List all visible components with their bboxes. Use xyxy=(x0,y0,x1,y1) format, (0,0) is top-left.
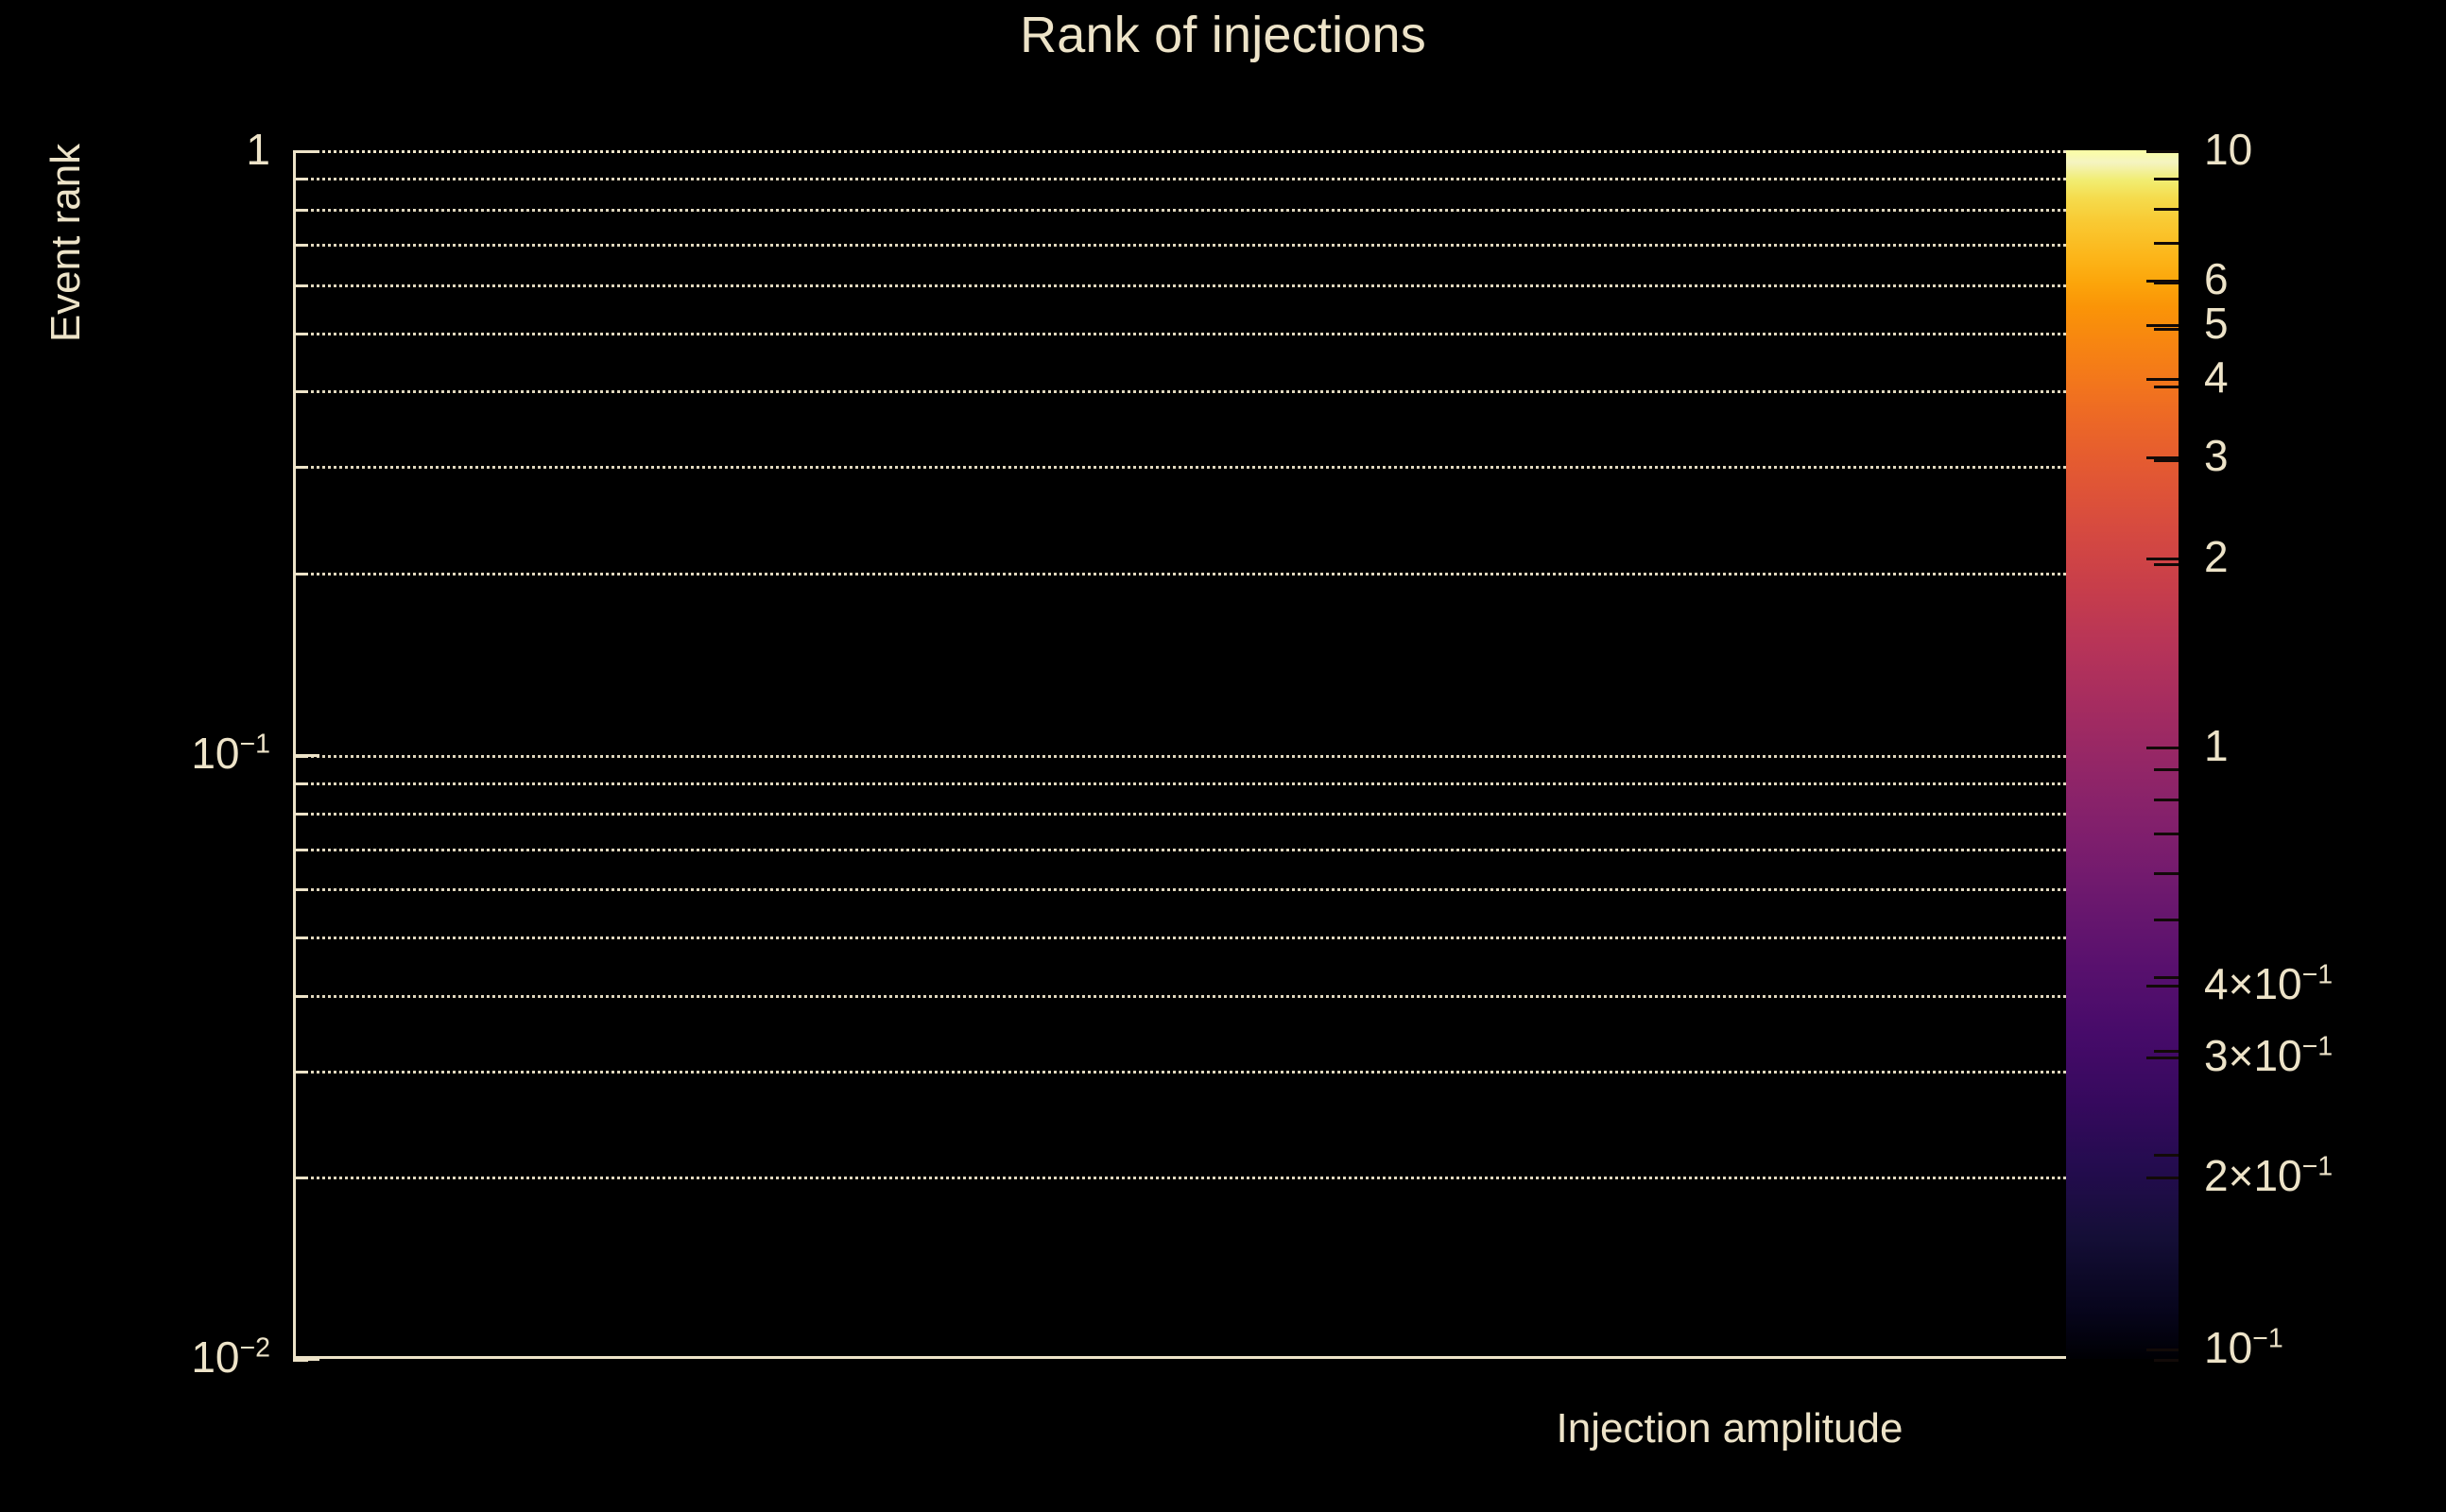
colorbar-minor-tick xyxy=(2154,385,2179,388)
gridline xyxy=(293,994,2066,998)
colorbar-tick-label: 4×10−1 xyxy=(2204,959,2334,1008)
colorbar-tick-label: 4 xyxy=(2204,352,2229,402)
colorbar-tick xyxy=(2146,1349,2179,1351)
y-axis-minor-tick xyxy=(293,1070,308,1074)
colorbar-minor-tick xyxy=(2154,1359,2179,1362)
colorbar-minor-tick xyxy=(2154,207,2179,211)
y-axis-minor-tick xyxy=(293,782,308,785)
gridline xyxy=(293,208,2066,212)
colorbar-minor-tick xyxy=(2154,177,2179,180)
y-axis-minor-tick xyxy=(293,178,308,181)
colorbar-tick xyxy=(2146,150,2179,153)
colorbar-gradient xyxy=(2066,150,2179,1359)
y-axis-minor-tick xyxy=(293,888,308,892)
colorbar-minor-tick xyxy=(2154,975,2179,979)
colorbar-tick-label: 2 xyxy=(2204,532,2229,581)
y-axis-minor-tick xyxy=(293,332,308,335)
y-axis-title: Event rank xyxy=(43,143,89,343)
y-axis-minor-tick xyxy=(293,208,308,212)
colorbar-minor-tick xyxy=(2154,1154,2179,1158)
y-axis-tick-label: 10−1 xyxy=(191,729,270,778)
gridline xyxy=(293,754,2066,758)
gridline xyxy=(293,466,2066,470)
gridline xyxy=(293,572,2066,576)
y-axis-minor-tick xyxy=(293,244,308,248)
colorbar-tick xyxy=(2146,1057,2179,1059)
gridline xyxy=(293,848,2066,851)
y-axis-minor-tick xyxy=(293,1177,308,1180)
gridline xyxy=(293,332,2066,335)
colorbar-minor-tick xyxy=(2154,458,2179,462)
y-axis-minor-tick xyxy=(293,466,308,470)
colorbar-minor-tick xyxy=(2154,562,2179,566)
y-axis-minor-tick xyxy=(293,572,308,576)
y-axis-minor-tick xyxy=(293,284,308,287)
y-axis-tick-label: 10−2 xyxy=(191,1332,270,1382)
y-axis-minor-tick xyxy=(293,994,308,998)
gridline xyxy=(293,284,2066,287)
gridline xyxy=(293,1070,2066,1074)
y-axis-major-tick xyxy=(293,1358,319,1361)
gridline xyxy=(293,813,2066,816)
colorbar-minor-tick xyxy=(2154,798,2179,801)
frame-top-edge xyxy=(293,150,2066,153)
colorbar-minor-tick xyxy=(2154,328,2179,332)
y-axis-tick-label: 1 xyxy=(246,125,270,174)
colorbar-tick-label: 3 xyxy=(2204,431,2229,480)
colorbar-minor-tick xyxy=(2154,1050,2179,1054)
colorbar-tick xyxy=(2146,456,2179,459)
colorbar-tick xyxy=(2146,1177,2179,1179)
colorbar-minor-tick xyxy=(2154,919,2179,922)
y-axis-minor-tick xyxy=(293,390,308,394)
colorbar-tick-label: 2×10−1 xyxy=(2204,1151,2334,1200)
gridline xyxy=(293,390,2066,394)
colorbar-tick xyxy=(2146,378,2179,381)
colorbar-tick-label: 1 xyxy=(2204,721,2229,770)
x-axis-title: Injection amplitude xyxy=(1556,1405,1903,1452)
page-title: Rank of injections xyxy=(1020,7,1426,63)
colorbar-minor-tick xyxy=(2154,281,2179,284)
gridline xyxy=(293,782,2066,785)
colorbar-tick-label: 6 xyxy=(2204,254,2229,303)
gridline xyxy=(293,936,2066,939)
gridline xyxy=(293,1177,2066,1180)
colorbar-tick-label: 5 xyxy=(2204,299,2229,348)
y-axis-minor-tick xyxy=(293,936,308,939)
gridline xyxy=(293,178,2066,181)
colorbar-tick-label: 3×10−1 xyxy=(2204,1031,2334,1080)
colorbar-tick xyxy=(2146,985,2179,988)
colorbar-minor-tick xyxy=(2154,241,2179,245)
colorbar-tick xyxy=(2146,280,2179,283)
y-axis-minor-tick xyxy=(293,813,308,816)
gridline xyxy=(293,888,2066,892)
y-axis-major-tick xyxy=(293,150,319,153)
colorbar-tick xyxy=(2146,558,2179,560)
colorbar-minor-tick xyxy=(2154,767,2179,771)
colorbar-tick-label: 10−1 xyxy=(2204,1323,2283,1372)
colorbar xyxy=(2066,150,2179,1362)
colorbar-tick xyxy=(2146,324,2179,327)
colorbar-minor-tick xyxy=(2154,871,2179,875)
colorbar-tick xyxy=(2146,747,2179,749)
colorbar-minor-tick xyxy=(2154,833,2179,836)
y-axis-major-tick xyxy=(293,754,319,757)
colorbar-tick-label: 10 xyxy=(2204,125,2253,174)
gridline xyxy=(293,244,2066,248)
y-axis-minor-tick xyxy=(293,848,308,851)
